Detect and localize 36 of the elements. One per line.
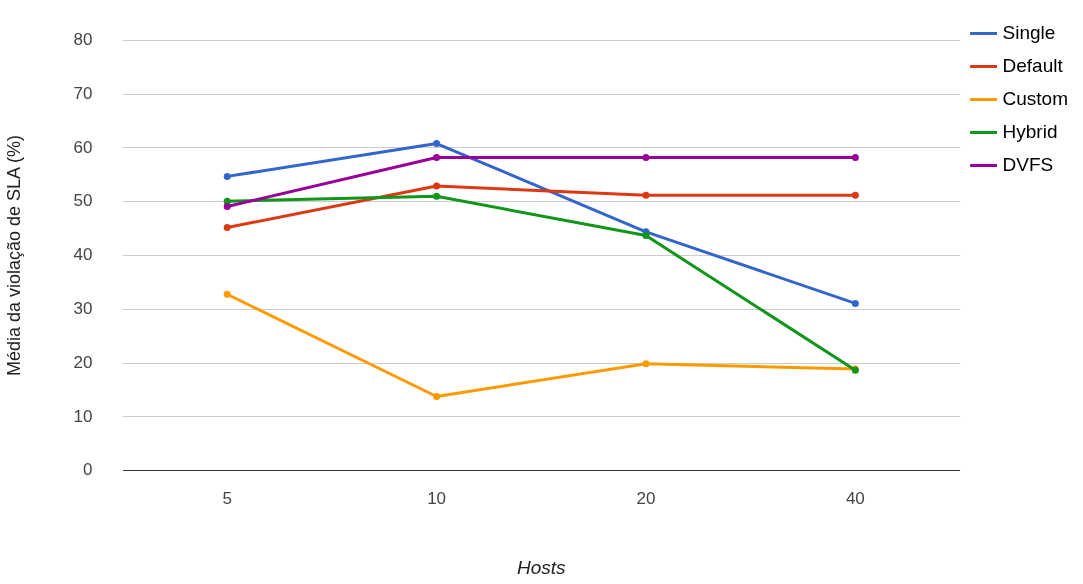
legend-label: Custom	[1002, 87, 1069, 109]
point	[433, 140, 441, 148]
legend-label: DVFS	[1002, 153, 1054, 175]
y-tick-label: 70	[73, 83, 93, 103]
point	[851, 191, 859, 199]
point	[223, 203, 231, 211]
point	[433, 393, 441, 401]
y-tick-label: 20	[73, 352, 93, 372]
legend-label: Single	[1002, 21, 1056, 43]
x-tick-label: 10	[427, 488, 447, 508]
legend-label: Hybrid	[1002, 120, 1058, 142]
point	[642, 360, 650, 368]
y-axis-title: Média da violação de SLA (%)	[3, 134, 24, 377]
x-tick-label: 5	[222, 488, 232, 508]
y-tick-label: 30	[73, 299, 93, 319]
x-tick-label: 20	[636, 488, 656, 508]
y-tick-label: 0	[83, 460, 93, 480]
point	[642, 154, 650, 162]
point	[433, 154, 441, 162]
x-axis-title: Hosts	[516, 556, 567, 578]
point	[433, 192, 441, 200]
point	[642, 191, 650, 199]
point	[433, 182, 441, 190]
point	[642, 232, 650, 240]
point	[851, 299, 859, 307]
point	[851, 154, 859, 162]
y-tick-label: 50	[73, 191, 93, 211]
y-tick-label: 40	[73, 245, 93, 265]
legend-label: Default	[1002, 54, 1064, 76]
y-tick-label: 80	[73, 29, 93, 49]
point	[223, 224, 231, 232]
y-tick-label: 10	[73, 406, 93, 426]
y-tick-label: 60	[73, 137, 93, 157]
point	[223, 290, 231, 298]
point	[223, 172, 231, 180]
x-tick-label: 40	[845, 488, 865, 508]
